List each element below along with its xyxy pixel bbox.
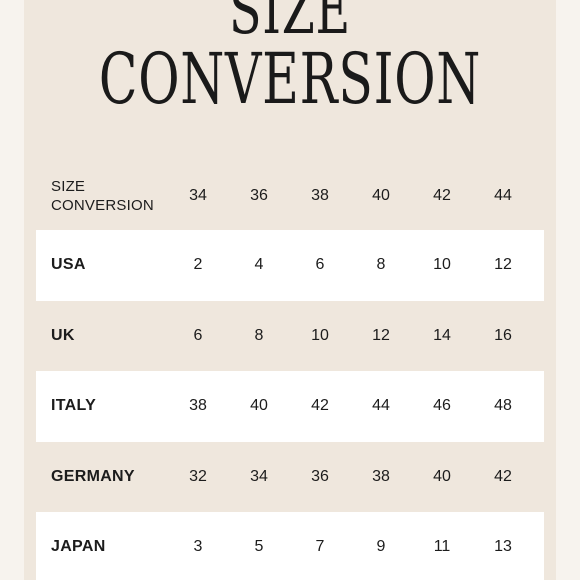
table-cell: 16 bbox=[494, 326, 512, 344]
table-cell: 40 bbox=[433, 467, 451, 485]
table-cell: 13 bbox=[494, 538, 512, 556]
table-cell: 12 bbox=[494, 256, 512, 274]
corner-label-line-1: SIZE bbox=[51, 177, 86, 195]
table-cell: 42 bbox=[494, 467, 512, 485]
table-cell: 48 bbox=[494, 397, 512, 415]
table-cell: 4 bbox=[254, 256, 264, 274]
column-header: 34 bbox=[189, 186, 207, 204]
corner-label-line-2: CONVERSION bbox=[51, 196, 154, 214]
column-header: 44 bbox=[494, 186, 512, 204]
table-cell: 7 bbox=[315, 538, 325, 556]
size-conversion-card: SIZE CONVERSION SIZE CONVERSION 34 36 38… bbox=[24, 0, 556, 580]
table-cell: 12 bbox=[372, 326, 390, 344]
table-cell: 8 bbox=[254, 326, 264, 344]
table-cell: 9 bbox=[376, 538, 386, 556]
row-label: USA bbox=[51, 256, 86, 274]
table-cell: 5 bbox=[254, 538, 264, 556]
table-cell: 6 bbox=[193, 326, 203, 344]
size-conversion-table: SIZE CONVERSION 34 36 38 40 42 44 USA 2 … bbox=[36, 161, 544, 580]
table-cell: 36 bbox=[311, 467, 329, 485]
table-cell: 32 bbox=[189, 467, 207, 485]
table-header-row: SIZE CONVERSION 34 36 38 40 42 44 bbox=[36, 161, 544, 230]
column-header: 42 bbox=[433, 186, 451, 204]
table-cell: 8 bbox=[376, 256, 386, 274]
column-header: 36 bbox=[250, 186, 268, 204]
table-row-italy: ITALY 38 40 42 44 46 48 bbox=[36, 371, 544, 442]
table-row-uk: UK 6 8 10 12 14 16 bbox=[36, 301, 544, 372]
page-title-line-1: SIZE bbox=[229, 0, 351, 49]
table-cell: 38 bbox=[189, 397, 207, 415]
table-cell: 42 bbox=[311, 397, 329, 415]
table-row-japan: JAPAN 3 5 7 9 11 13 bbox=[36, 512, 544, 580]
row-label: JAPAN bbox=[51, 538, 106, 556]
column-header: 38 bbox=[311, 186, 329, 204]
table-cell: 44 bbox=[372, 397, 390, 415]
table-cell: 2 bbox=[193, 256, 203, 274]
table-cell: 34 bbox=[250, 467, 268, 485]
table-corner-label: SIZE CONVERSION bbox=[51, 161, 171, 230]
row-label: ITALY bbox=[51, 397, 97, 415]
table-cell: 10 bbox=[311, 326, 329, 344]
row-label: UK bbox=[51, 326, 75, 344]
table-row-germany: GERMANY 32 34 36 38 40 42 bbox=[36, 442, 544, 513]
page-title-line-2: CONVERSION bbox=[98, 38, 482, 120]
table-row-usa: USA 2 4 6 8 10 12 bbox=[36, 230, 544, 301]
column-header: 40 bbox=[372, 186, 390, 204]
table-cell: 38 bbox=[372, 467, 390, 485]
table-cell: 14 bbox=[433, 326, 451, 344]
table-cell: 10 bbox=[433, 256, 451, 274]
table-cell: 40 bbox=[250, 397, 268, 415]
row-label: GERMANY bbox=[51, 467, 135, 485]
table-cell: 11 bbox=[433, 538, 451, 556]
table-cell: 46 bbox=[433, 397, 451, 415]
table-cell: 3 bbox=[193, 538, 203, 556]
table-cell: 6 bbox=[315, 256, 325, 274]
